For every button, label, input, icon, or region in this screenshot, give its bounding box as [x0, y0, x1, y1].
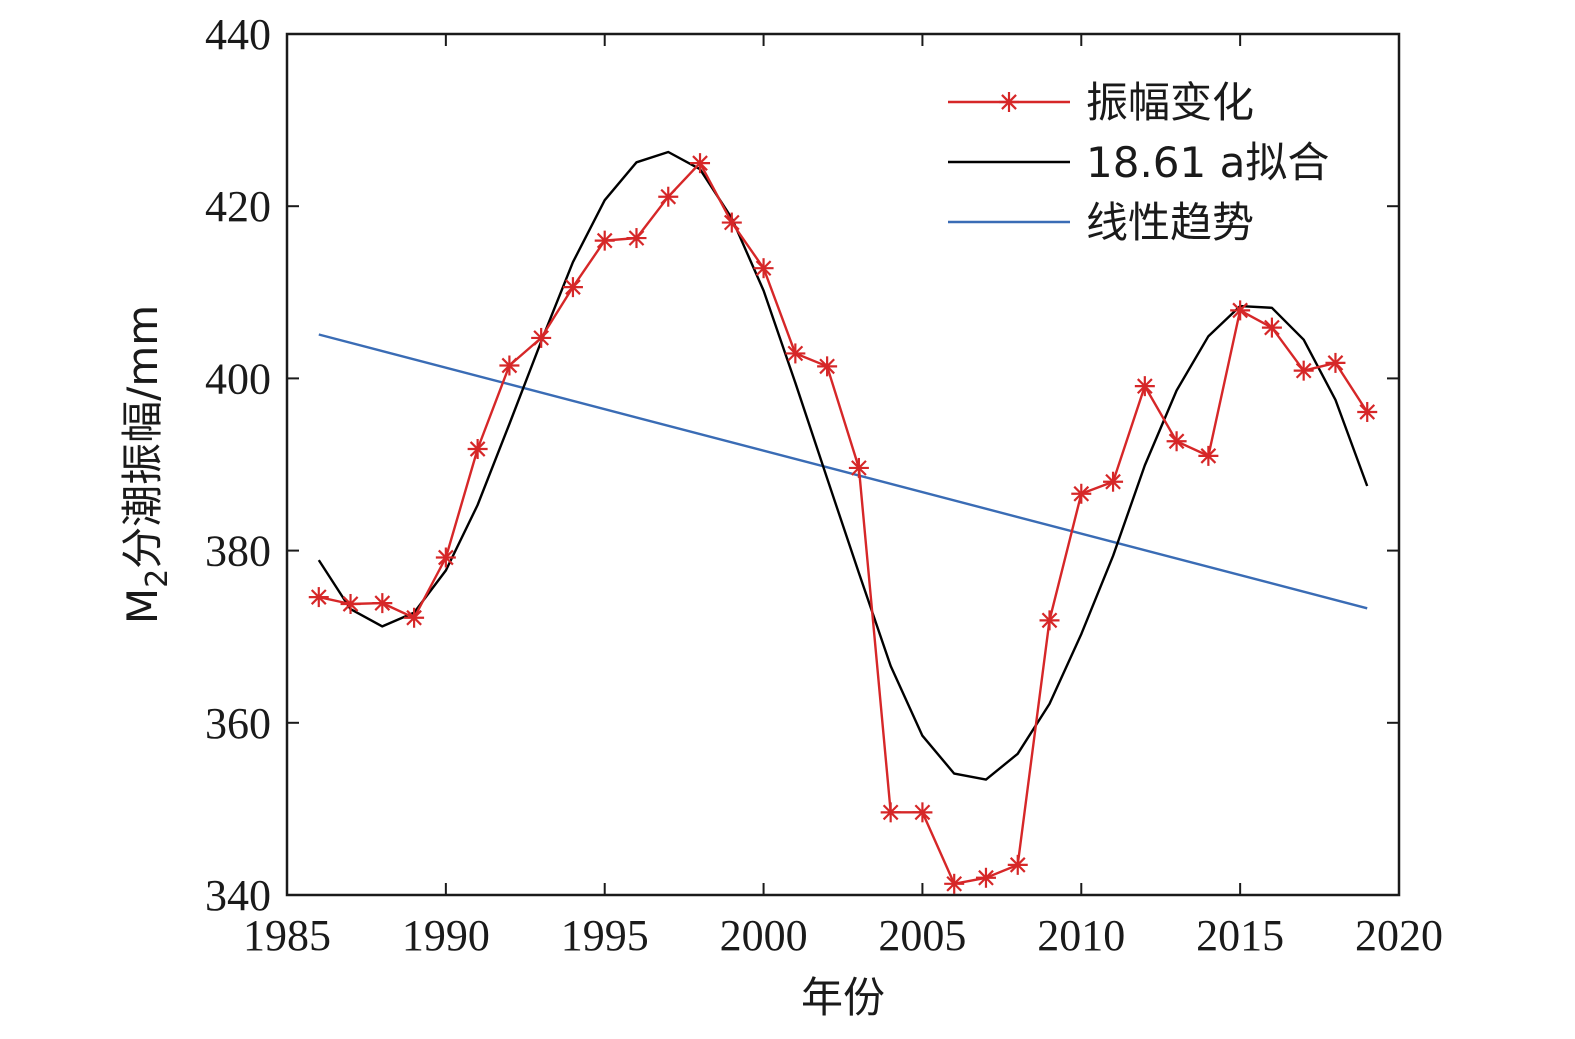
data-point — [690, 153, 711, 174]
y-axis-title-main: M — [118, 588, 167, 624]
x-tick-label: 2005 — [878, 911, 966, 960]
data-point — [467, 439, 488, 460]
data-point — [1198, 445, 1219, 466]
series-line-1 — [318, 161, 1369, 885]
data-point — [1357, 401, 1378, 422]
data-point — [721, 212, 742, 233]
y-tick-label: 420 — [205, 182, 271, 231]
y-tick-label: 380 — [205, 527, 271, 576]
legend-label-2: 18.61 a拟合 — [1086, 138, 1329, 187]
data-point — [372, 593, 393, 614]
x-tick-label: 1985 — [243, 911, 331, 960]
series-markers-1 — [308, 153, 1378, 894]
data-point — [404, 607, 425, 628]
data-point — [562, 277, 583, 298]
x-tick-label: 1995 — [561, 911, 649, 960]
data-point — [1007, 854, 1028, 875]
plot-area: 1985 1990 1995 2000 2005 2010 2015 2020 340 360 38… — [205, 10, 1443, 960]
ticks-layer: 1985 1990 1995 2000 2005 2010 2015 2020 340 360 38… — [205, 10, 1443, 960]
x-axis-title: 年份 — [801, 973, 885, 1022]
data-point — [340, 593, 361, 614]
data-point — [1293, 360, 1314, 381]
data-point — [1261, 317, 1282, 338]
data-point — [658, 186, 679, 207]
series-line-3 — [318, 333, 1368, 610]
y-axis-title: M2分潮振幅/mm — [118, 305, 175, 624]
data-point — [1071, 483, 1092, 504]
legend-label-1: 振幅变化 — [1086, 78, 1254, 127]
x-tick-label: 2010 — [1037, 911, 1125, 960]
data-point — [912, 802, 933, 823]
x-tick-label: 1990 — [402, 911, 490, 960]
data-point — [1103, 471, 1124, 492]
data-point — [817, 356, 838, 377]
y-axis-title-subscript: 2 — [140, 569, 175, 588]
series-line-2 — [317, 150, 1369, 781]
x-tick-label: 2015 — [1196, 911, 1284, 960]
data-point — [499, 355, 520, 376]
y-tick-label: 440 — [205, 10, 271, 59]
data-point — [944, 873, 965, 894]
x-tick-label: 2000 — [720, 911, 808, 960]
data-point — [435, 547, 456, 568]
series-layer — [308, 150, 1378, 894]
data-point — [1039, 610, 1060, 631]
y-tick-label: 400 — [205, 354, 271, 403]
data-point — [848, 457, 869, 478]
plot-frame — [285, 32, 1401, 897]
x-tick-label: 2020 — [1355, 911, 1443, 960]
data-point — [626, 228, 647, 249]
y-tick-label: 360 — [205, 699, 271, 748]
y-tick-label: 340 — [205, 871, 271, 920]
data-point — [785, 343, 806, 364]
y-axis-title-rest: 分潮振幅/mm — [118, 305, 167, 569]
data-point — [308, 587, 329, 608]
data-point — [753, 258, 774, 279]
data-point — [880, 802, 901, 823]
data-point — [1325, 352, 1346, 373]
legend-marker — [999, 92, 1019, 112]
data-point — [531, 327, 552, 348]
data-point — [975, 867, 996, 888]
data-point — [1134, 376, 1155, 397]
data-point — [1166, 431, 1187, 452]
data-point — [1230, 300, 1251, 321]
legend-label-3: 线性趋势 — [1086, 198, 1254, 247]
data-point — [594, 230, 615, 251]
